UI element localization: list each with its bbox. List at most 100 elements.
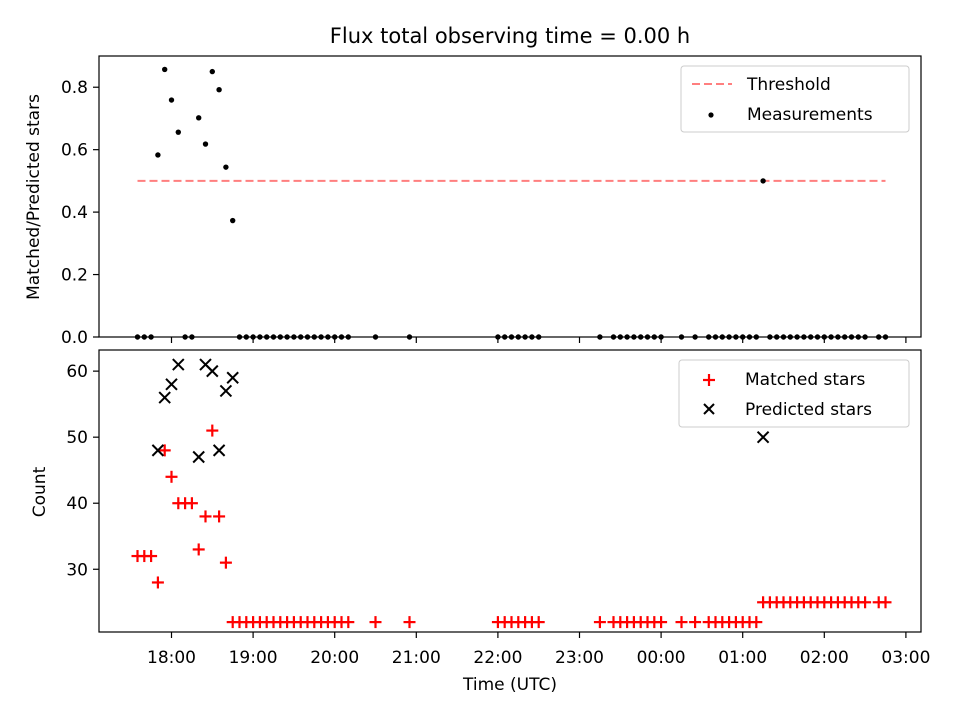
measurement-point — [284, 334, 290, 340]
measurement-point — [243, 334, 249, 340]
measurement-point — [168, 97, 175, 103]
x-tick-label: 20:00 — [310, 648, 359, 668]
measurement-point — [828, 334, 834, 340]
measurement-point — [882, 334, 889, 340]
measurement-point — [236, 334, 243, 340]
measurement-point — [536, 334, 542, 340]
measurement-point — [644, 334, 651, 340]
measurement-point — [298, 334, 304, 340]
y-tick-label: 0.4 — [61, 203, 88, 223]
matched-point — [689, 616, 702, 629]
matched-point — [158, 444, 171, 457]
x-tick-label: 21:00 — [392, 648, 441, 668]
matched-point — [369, 616, 382, 629]
measurement-point — [257, 334, 263, 340]
measurement-point — [638, 334, 644, 340]
count-legend: Matched stars Predicted stars — [678, 359, 910, 428]
y-tick-label: 60 — [66, 362, 88, 382]
measurement-point — [230, 217, 236, 224]
predicted-point — [192, 450, 205, 464]
measurement-point — [189, 334, 195, 340]
count-x-axis: 18:00 19:00 20:00 21:00 22:00 23:00 00:00 01:00… — [147, 632, 930, 668]
measurement-point — [787, 334, 793, 340]
ratio-y-axis-label: Matched/Predicted stars — [24, 94, 44, 300]
measurement-point — [406, 334, 413, 340]
matched-point — [879, 596, 892, 609]
measurement-point — [617, 334, 623, 340]
ratio-legend: Threshold Measurements — [680, 65, 910, 133]
measurements-legend-label: Measurements — [747, 105, 873, 125]
matched-point — [219, 556, 232, 569]
measurement-point — [502, 334, 508, 340]
matched-legend-label: Matched stars — [745, 370, 865, 390]
measurement-point — [270, 334, 277, 340]
measurement-point — [338, 334, 345, 340]
matched-point — [213, 510, 226, 523]
count-plot-frame — [98, 349, 922, 633]
count-y-axis: 30 40 50 60 — [66, 362, 99, 580]
ratio-y-axis: 0.0 0.2 0.4 0.6 0.8 — [61, 78, 99, 348]
matched-point — [165, 470, 178, 483]
predicted-point — [151, 444, 165, 457]
measurement-point — [202, 141, 209, 147]
measurement-point — [196, 115, 202, 121]
measurement-point — [223, 164, 229, 170]
measurement-point — [332, 334, 338, 340]
measurement-point — [740, 334, 746, 340]
ratio-legend-box — [680, 65, 910, 133]
ratio-marks — [134, 66, 889, 340]
measurement-point — [175, 129, 181, 135]
measurement-point — [733, 334, 739, 340]
measurement-point — [250, 334, 256, 340]
x-tick-label: 23:00 — [555, 648, 604, 668]
x-tick-label: 02:00 — [800, 648, 849, 668]
threshold-legend-label: Threshold — [746, 75, 831, 95]
measurement-point — [508, 334, 515, 340]
measurement-point — [746, 334, 753, 340]
measurement-point — [345, 334, 351, 340]
measurement-point — [624, 334, 630, 340]
measurement-point — [522, 334, 528, 340]
matched-point — [403, 616, 416, 629]
measurement-point — [134, 334, 141, 340]
chart-title: Flux total observing time = 0.00 h — [330, 24, 690, 48]
measurement-point — [821, 334, 827, 340]
predicted-point — [756, 430, 770, 444]
x-tick-label: 22:00 — [473, 648, 522, 668]
measurement-point — [760, 178, 766, 184]
measurement-point — [814, 334, 821, 340]
measurement-point — [651, 334, 657, 340]
count-panel: 30 40 50 60 18:00 19:00 20:00 21:00 22:00 23:00 0… — [30, 349, 930, 695]
x-tick-label: 00:00 — [637, 648, 686, 668]
x-tick-label: 01:00 — [718, 648, 767, 668]
predicted-point — [226, 371, 239, 384]
measurement-point — [325, 334, 331, 340]
measurement-point — [692, 334, 698, 340]
predicted-legend-swatch — [703, 403, 715, 415]
x-tick-label: 03:00 — [881, 648, 930, 668]
measurement-point — [848, 334, 855, 340]
matched-point — [185, 497, 198, 510]
measurement-point — [277, 334, 283, 340]
matched-point — [192, 543, 205, 556]
measurement-point — [304, 334, 311, 340]
matched-point — [675, 616, 688, 629]
measurements-legend-swatch — [708, 112, 714, 118]
measurement-point — [855, 334, 861, 340]
predicted-point — [158, 391, 171, 404]
measurement-point — [216, 87, 222, 93]
matched-point — [145, 550, 158, 563]
measurement-point — [495, 334, 501, 340]
measurement-point — [515, 334, 521, 340]
matched-legend-swatch — [703, 374, 715, 386]
matched-point — [655, 616, 668, 629]
predicted-point — [219, 384, 233, 398]
measurement-point — [794, 334, 800, 340]
measurement-point — [372, 334, 379, 340]
x-axis-label: Time (UTC) — [462, 675, 557, 695]
ratio-panel: 0.00.20.40.60.8 Matched/Predicted stars … — [24, 55, 922, 348]
measurement-point — [862, 334, 868, 340]
measurement-point — [753, 334, 759, 340]
y-tick-label: 30 — [66, 560, 88, 580]
